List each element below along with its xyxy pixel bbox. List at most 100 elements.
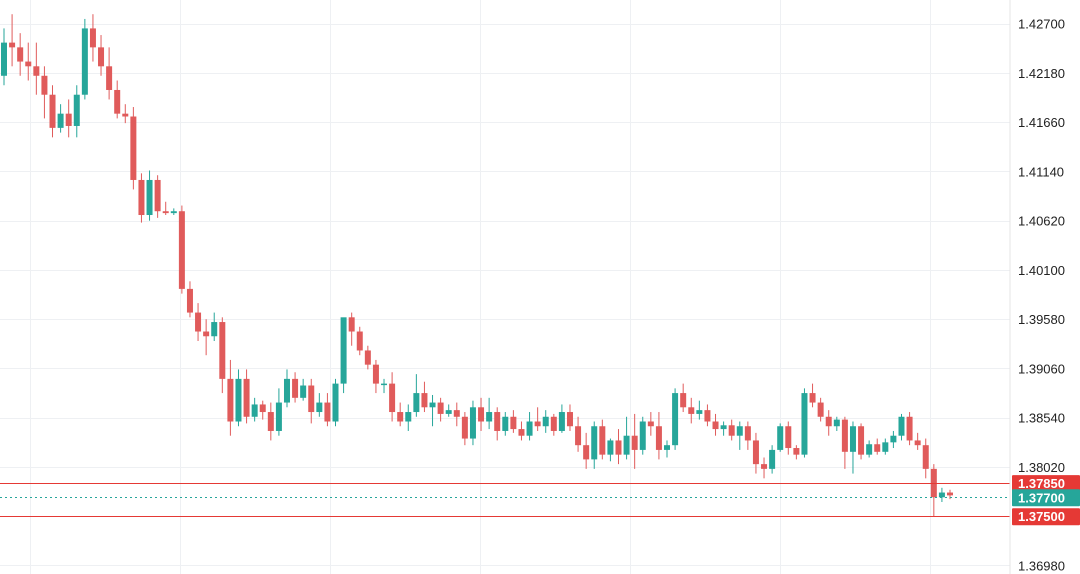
candle-body (833, 419, 840, 427)
candle (809, 383, 816, 408)
candle-body (615, 440, 622, 455)
candle-body (243, 378, 250, 417)
y-tick-label: 1.39060 (1018, 361, 1065, 376)
candle-body (267, 412, 274, 431)
candle (73, 85, 80, 138)
candle (178, 205, 185, 294)
candle-body (785, 426, 792, 449)
candle-body (809, 393, 816, 403)
candle-body (631, 435, 638, 450)
candle-body (752, 440, 759, 465)
candle (57, 104, 64, 133)
candle (49, 85, 56, 138)
candle (275, 388, 282, 436)
candle (324, 393, 331, 427)
candle (890, 430, 897, 449)
candle (607, 438, 614, 462)
candle-body (744, 426, 751, 441)
candle-body (33, 66, 40, 76)
candle (381, 378, 388, 394)
candle-body (866, 444, 873, 455)
candle-body (566, 412, 573, 427)
candles (1, 14, 953, 517)
candle (518, 421, 525, 441)
candle (566, 404, 573, 431)
candle-body (332, 383, 339, 422)
candle-body (292, 378, 299, 398)
candle-body (575, 426, 582, 446)
candle-body (874, 444, 881, 452)
candle (41, 66, 48, 119)
candle-body (195, 312, 202, 332)
candle (591, 421, 598, 469)
candle (688, 397, 695, 424)
candle (704, 404, 711, 427)
candle-body (381, 383, 388, 386)
candle-body (494, 412, 501, 431)
candle-body (647, 421, 654, 427)
candle-body (898, 416, 905, 436)
candle-body (340, 317, 347, 384)
candle-body (146, 179, 153, 216)
price-tag-bg (1012, 475, 1080, 493)
candle (510, 410, 517, 433)
y-tick-label: 1.42700 (1018, 17, 1065, 32)
price-tag-label: 1.37700 (1018, 490, 1065, 505)
candle (33, 42, 40, 95)
candle (283, 369, 290, 408)
candle-body (389, 383, 396, 413)
candle-body (405, 412, 412, 422)
candle-body (356, 331, 363, 351)
candle (340, 317, 347, 394)
candle (251, 397, 258, 422)
candle (534, 407, 541, 431)
price-tag-bg (1012, 508, 1080, 526)
candle (211, 312, 218, 341)
candle-body (849, 426, 856, 452)
candle (623, 416, 630, 460)
candle (445, 404, 452, 417)
candle (389, 372, 396, 422)
candle (243, 369, 250, 424)
y-tick-label: 1.42180 (1018, 66, 1065, 81)
candle-body (372, 364, 379, 384)
candle (664, 440, 671, 458)
candle (17, 33, 24, 76)
candle-body (219, 322, 226, 379)
candle (259, 400, 266, 420)
candle (858, 423, 865, 460)
y-tick-label: 1.38020 (1018, 460, 1065, 475)
price-tag-label: 1.37850 (1018, 476, 1065, 491)
candle (348, 312, 355, 346)
candle-body (672, 393, 679, 446)
candle (146, 170, 153, 221)
candle (469, 400, 476, 446)
candle-body (364, 350, 371, 365)
candle-body (728, 425, 735, 436)
candle-body (17, 47, 24, 62)
candle (186, 281, 193, 318)
candle-body (106, 66, 113, 90)
candle (655, 412, 662, 460)
candle-body (680, 393, 687, 408)
candle (1, 28, 7, 86)
candle (397, 402, 404, 427)
candle-body (526, 421, 533, 436)
candle-body (130, 116, 137, 180)
candle-body (421, 393, 428, 408)
candle-body (413, 393, 420, 413)
candle-body (486, 412, 493, 422)
candle (793, 445, 800, 460)
candle-body (251, 404, 258, 417)
candle (154, 175, 161, 218)
candle (583, 432, 590, 469)
candle-body (599, 426, 606, 455)
price-lines (0, 483, 1010, 517)
candle (817, 397, 824, 422)
y-tick-label: 1.36980 (1018, 558, 1065, 573)
candle (930, 464, 937, 517)
candle (130, 107, 137, 190)
candle-body (841, 419, 848, 452)
candle-body (186, 288, 193, 313)
candle-body (938, 492, 945, 498)
